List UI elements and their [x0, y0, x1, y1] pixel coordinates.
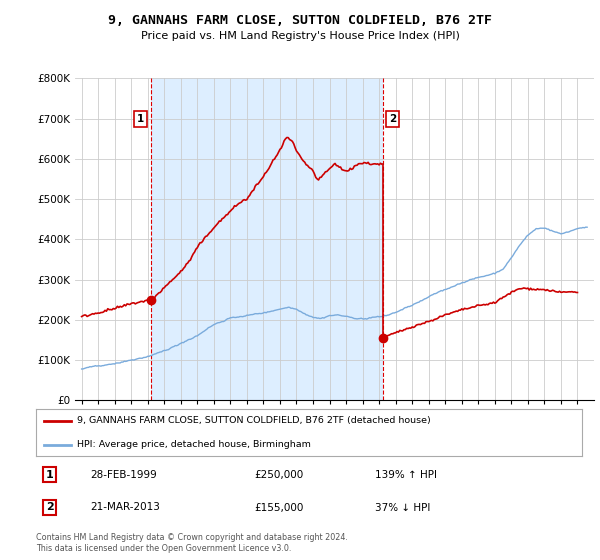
- Text: 28-FEB-1999: 28-FEB-1999: [91, 470, 157, 479]
- Bar: [151, 78, 383, 400]
- Text: 37% ↓ HPI: 37% ↓ HPI: [374, 502, 430, 512]
- Text: £155,000: £155,000: [254, 502, 304, 512]
- Text: 2: 2: [46, 502, 53, 512]
- Text: £250,000: £250,000: [254, 470, 304, 479]
- Text: 139% ↑ HPI: 139% ↑ HPI: [374, 470, 437, 479]
- Text: 21-MAR-2013: 21-MAR-2013: [91, 502, 160, 512]
- Text: 9, GANNAHS FARM CLOSE, SUTTON COLDFIELD, B76 2TF (detached house): 9, GANNAHS FARM CLOSE, SUTTON COLDFIELD,…: [77, 416, 431, 425]
- Text: Price paid vs. HM Land Registry's House Price Index (HPI): Price paid vs. HM Land Registry's House …: [140, 31, 460, 41]
- Text: HPI: Average price, detached house, Birmingham: HPI: Average price, detached house, Birm…: [77, 440, 311, 449]
- Text: 1: 1: [137, 114, 144, 124]
- Text: 9, GANNAHS FARM CLOSE, SUTTON COLDFIELD, B76 2TF: 9, GANNAHS FARM CLOSE, SUTTON COLDFIELD,…: [108, 14, 492, 27]
- Text: Contains HM Land Registry data © Crown copyright and database right 2024.
This d: Contains HM Land Registry data © Crown c…: [36, 533, 348, 553]
- Text: 2: 2: [389, 114, 397, 124]
- Text: 1: 1: [46, 470, 53, 479]
